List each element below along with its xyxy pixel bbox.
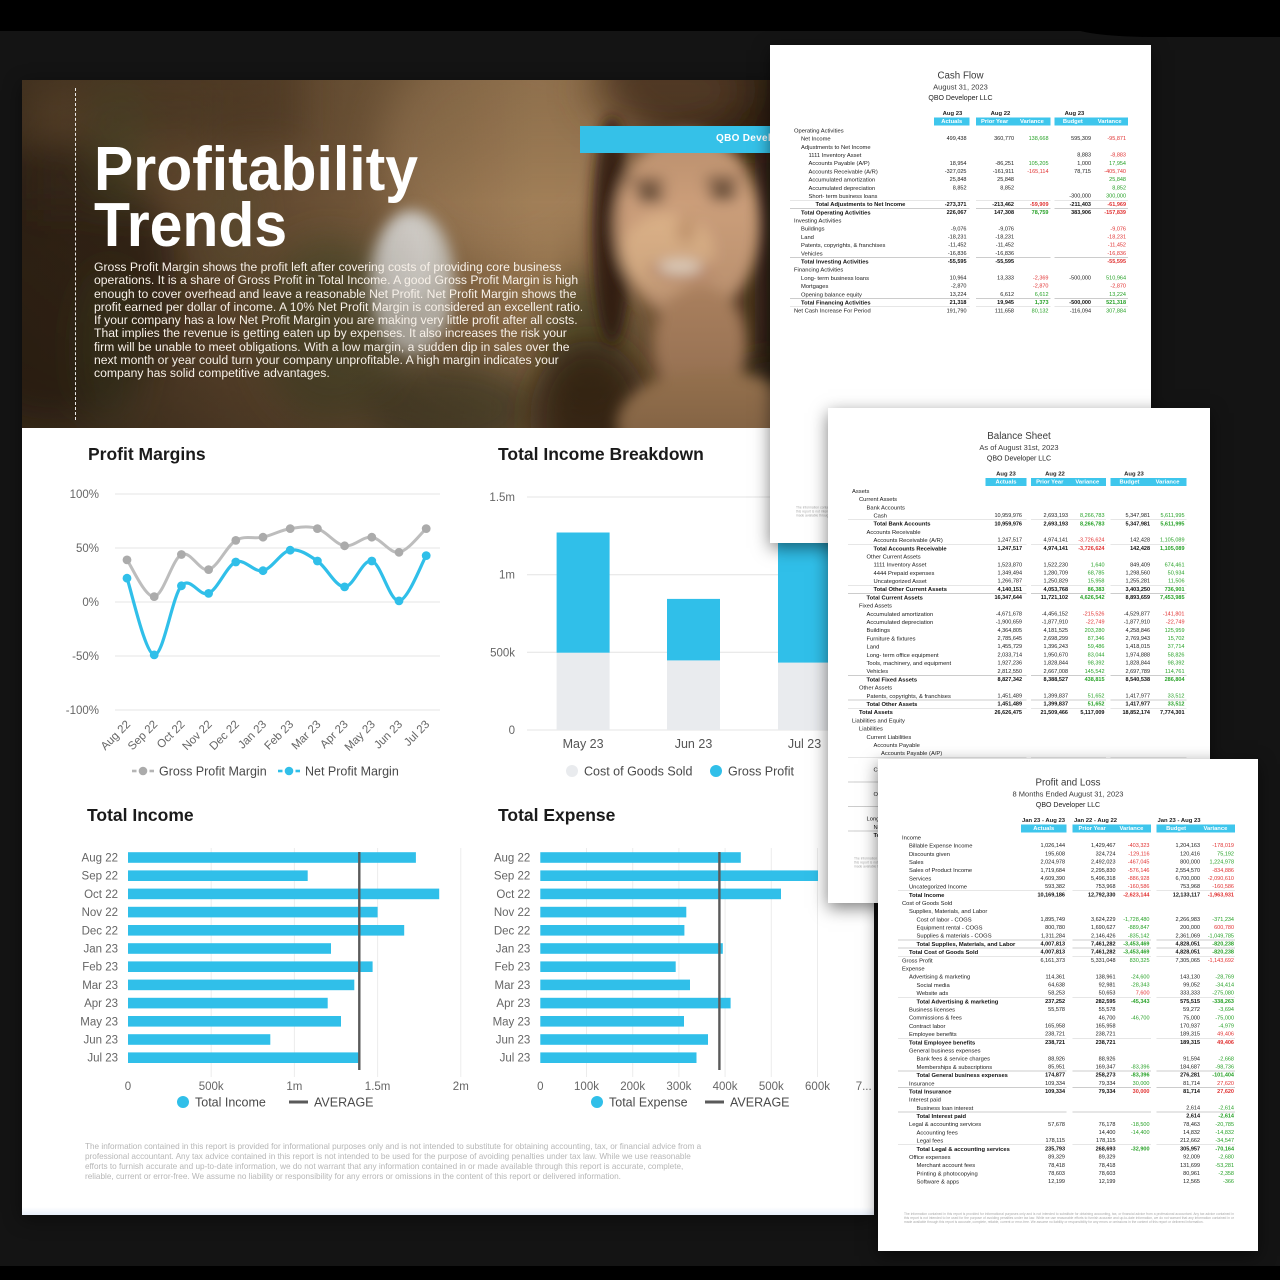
svg-text:Sep 22: Sep 22: [126, 718, 160, 752]
svg-text:Nov 22: Nov 22: [180, 718, 214, 752]
svg-text:Cost of Goods Sold: Cost of Goods Sold: [584, 764, 692, 778]
svg-text:Jul 23: Jul 23: [500, 1052, 531, 1064]
svg-text:0: 0: [125, 1081, 131, 1093]
svg-text:Jan 23: Jan 23: [83, 943, 118, 955]
svg-text:Jun 23: Jun 23: [372, 718, 405, 751]
svg-text:-100%: -100%: [66, 705, 99, 717]
svg-text:Apr 23: Apr 23: [496, 998, 530, 1010]
svg-text:Apr 23: Apr 23: [84, 998, 118, 1010]
svg-text:AVERAGE: AVERAGE: [314, 1095, 374, 1109]
svg-text:Mar 23: Mar 23: [495, 979, 531, 991]
svg-text:AVERAGE: AVERAGE: [730, 1095, 790, 1109]
svg-text:-50%: -50%: [72, 651, 99, 663]
svg-text:Aug 22: Aug 22: [494, 852, 530, 864]
svg-text:Feb 23: Feb 23: [494, 961, 530, 973]
svg-text:1.5m: 1.5m: [365, 1081, 391, 1093]
svg-text:Aug 22: Aug 22: [99, 718, 133, 752]
svg-text:Jan 23: Jan 23: [496, 943, 531, 955]
svg-text:100k: 100k: [574, 1081, 599, 1093]
svg-text:Gross Profit: Gross Profit: [728, 764, 795, 778]
svg-text:Jun 23: Jun 23: [675, 737, 713, 751]
svg-text:Jul 23: Jul 23: [402, 718, 432, 748]
svg-text:7...: 7...: [856, 1081, 872, 1093]
svg-text:Total Expense: Total Expense: [609, 1095, 688, 1109]
svg-text:Mar 23: Mar 23: [82, 979, 118, 991]
svg-text:Gross Profit Margin: Gross Profit Margin: [159, 764, 267, 778]
svg-text:Jul 23: Jul 23: [788, 737, 821, 751]
svg-text:500k: 500k: [759, 1081, 784, 1093]
svg-text:Nov 22: Nov 22: [494, 907, 530, 919]
svg-text:0%: 0%: [82, 597, 99, 609]
svg-text:Oct 22: Oct 22: [496, 888, 530, 900]
svg-text:Aug 22: Aug 22: [82, 852, 118, 864]
svg-text:Dec 22: Dec 22: [494, 925, 530, 937]
svg-text:300k: 300k: [666, 1081, 691, 1093]
svg-text:0: 0: [509, 725, 515, 737]
svg-text:200k: 200k: [620, 1081, 645, 1093]
svg-text:500k: 500k: [199, 1081, 224, 1093]
svg-text:May 23: May 23: [493, 1016, 531, 1028]
svg-text:Oct 22: Oct 22: [84, 888, 118, 900]
svg-text:0: 0: [537, 1081, 543, 1093]
svg-text:Mar 23: Mar 23: [290, 718, 324, 752]
svg-text:Dec 22: Dec 22: [82, 925, 118, 937]
svg-text:Jun 23: Jun 23: [83, 1034, 118, 1046]
svg-text:600k: 600k: [805, 1081, 830, 1093]
svg-text:Sep 22: Sep 22: [82, 870, 118, 882]
svg-text:Feb 23: Feb 23: [263, 718, 297, 752]
svg-text:1.5m: 1.5m: [489, 492, 515, 504]
svg-text:400k: 400k: [713, 1081, 738, 1093]
svg-text:Dec 22: Dec 22: [208, 718, 242, 752]
svg-text:May 23: May 23: [80, 1016, 118, 1028]
svg-text:1m: 1m: [499, 569, 515, 581]
svg-text:Net Profit Margin: Net Profit Margin: [305, 764, 399, 778]
svg-text:Total Income: Total Income: [195, 1095, 266, 1109]
svg-text:100%: 100%: [70, 489, 99, 501]
svg-text:Jul 23: Jul 23: [87, 1052, 118, 1064]
svg-text:May 23: May 23: [343, 718, 378, 753]
svg-text:Feb 23: Feb 23: [82, 961, 118, 973]
svg-text:2m: 2m: [453, 1081, 469, 1093]
svg-text:1m: 1m: [286, 1081, 302, 1093]
svg-text:Nov 22: Nov 22: [82, 907, 118, 919]
svg-text:500k: 500k: [490, 647, 515, 659]
svg-text:50%: 50%: [76, 543, 99, 555]
svg-text:May 23: May 23: [563, 737, 604, 751]
svg-text:Sep 22: Sep 22: [494, 870, 530, 882]
svg-text:Jun 23: Jun 23: [496, 1034, 531, 1046]
